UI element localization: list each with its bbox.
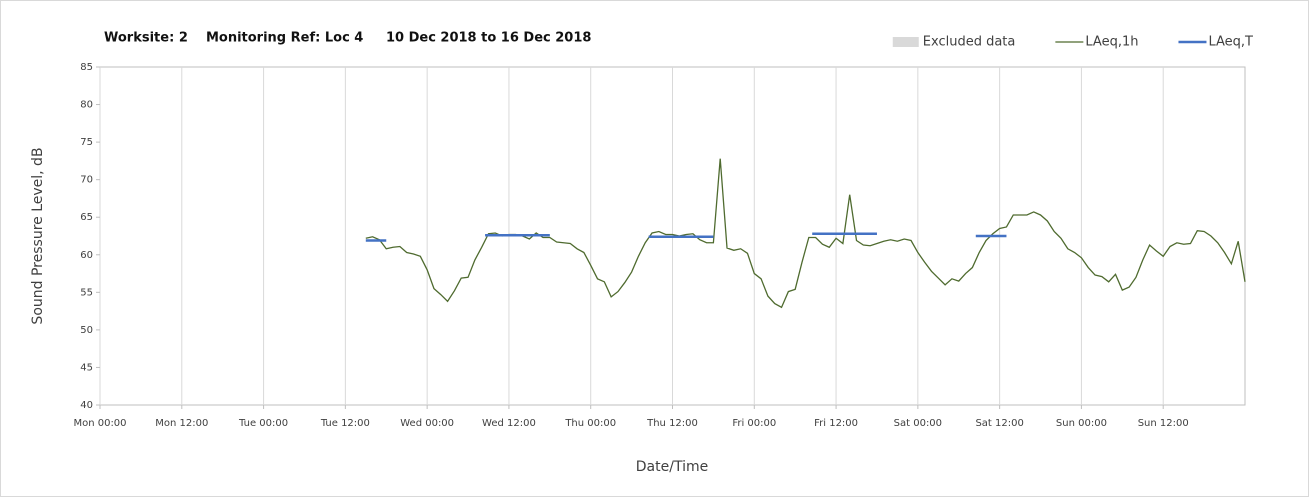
x-axis-label: Date/Time: [636, 459, 708, 475]
x-tick-label: Sun 12:00: [1138, 418, 1189, 429]
x-tick-label: Fri 00:00: [732, 418, 776, 429]
legend-label: Excluded data: [923, 35, 1016, 50]
x-tick-label: Wed 00:00: [400, 418, 454, 429]
series-line: [365, 232, 1007, 242]
x-tick-label: Mon 00:00: [73, 418, 126, 429]
x-tick-label: Sat 00:00: [894, 418, 942, 429]
x-tick-label: Mon 12:00: [155, 418, 208, 429]
x-tick-label: Tue 00:00: [238, 418, 288, 429]
y-axis-label: Sound Pressure Level, dB: [30, 147, 46, 324]
y-tick-label: 55: [80, 287, 93, 298]
x-tick-label: Wed 12:00: [482, 418, 536, 429]
x-tick-label: Tue 12:00: [320, 418, 370, 429]
x-tick-label: Sat 12:00: [975, 418, 1023, 429]
y-tick-label: 75: [80, 137, 93, 148]
x-tick-label: Thu 00:00: [564, 418, 616, 429]
y-tick-label: 70: [80, 175, 93, 186]
x-tick-label: Sun 00:00: [1056, 418, 1107, 429]
y-tick-label: 45: [80, 362, 93, 373]
legend-label: LAeq,1h: [1085, 35, 1138, 50]
y-tick-label: 40: [80, 400, 93, 411]
y-tick-label: 85: [80, 62, 93, 73]
y-tick-label: 50: [80, 325, 93, 336]
y-tick-label: 80: [80, 100, 93, 111]
chart-title: Worksite: 2 Monitoring Ref: Loc 4 10 Dec…: [104, 31, 591, 46]
legend-label: LAeq,T: [1208, 35, 1253, 50]
legend-swatch: [892, 37, 919, 47]
y-tick-label: 65: [80, 212, 93, 223]
x-tick-label: Fri 12:00: [814, 418, 858, 429]
y-tick-label: 60: [80, 250, 93, 261]
x-tick-label: Thu 12:00: [646, 418, 698, 429]
